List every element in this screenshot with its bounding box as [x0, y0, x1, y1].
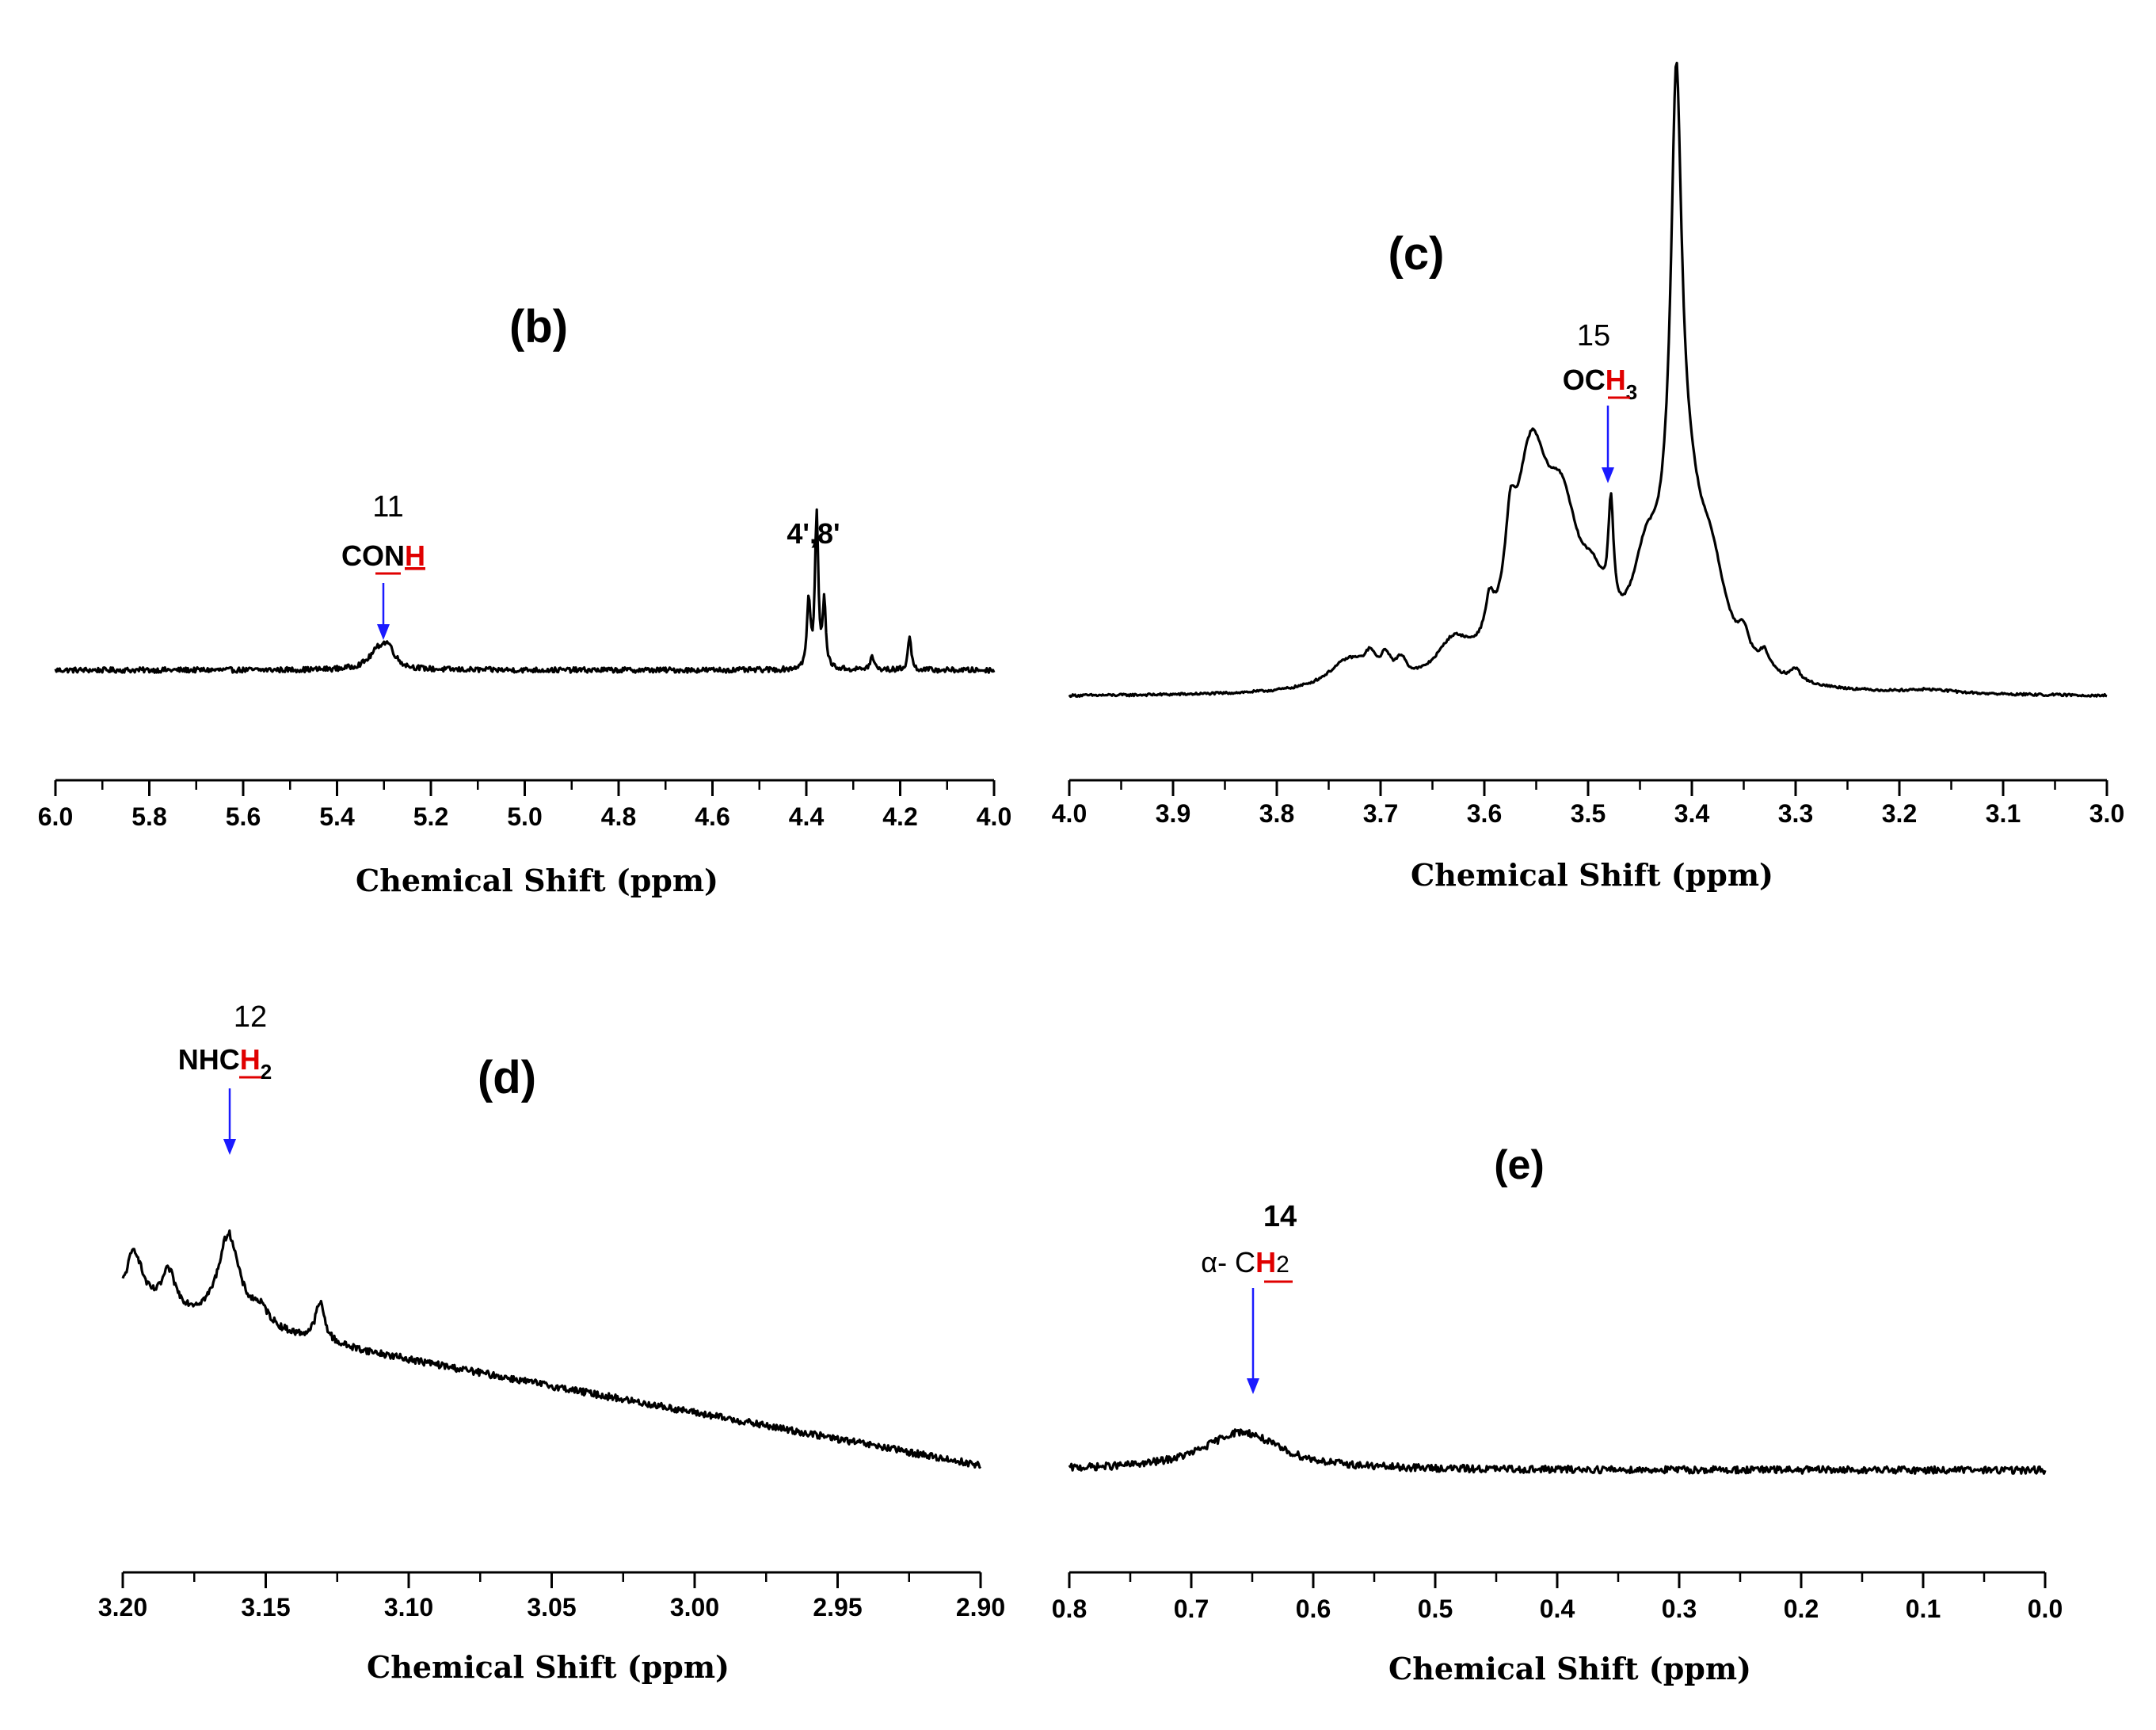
- panel-d: 3.20 3.15 3.10 3.05 3.00 2.95 2.90 Chemical Sh…: [98, 1000, 1005, 1685]
- x-tick-label-c-4: 3.6: [1467, 799, 1502, 828]
- arrow-head-conh: [377, 624, 390, 640]
- annotation-number-11: 11: [372, 490, 403, 524]
- x-tick-label-e-8: 0.0: [2028, 1595, 2063, 1623]
- panel-e: 0.8 0.7 0.6 0.5 0.4 0.3 0.2 0.1 0.0 Chemical Shi…: [1052, 1142, 2063, 1686]
- annotation-alpha-ch2: 14 α- CH2: [1201, 1200, 1297, 1394]
- x-tick-label-e-3: 0.5: [1418, 1595, 1453, 1623]
- annotation-prefix-och3: OC: [1563, 364, 1606, 396]
- x-tick-label-b-8: 4.4: [789, 802, 825, 831]
- annotation-och3: 15 OCH3: [1563, 319, 1637, 483]
- arrow-head-nhch2: [223, 1139, 236, 1155]
- x-axis-b: 6.0 5.8 5.6 5.4 5.2 5.0 4.8 4.6 4.4 4.2 4.0: [38, 779, 1011, 831]
- x-tick-label-d-2: 3.10: [384, 1593, 433, 1621]
- x-tick-label-c-7: 3.3: [1778, 799, 1813, 828]
- x-tick-label-d-5: 2.95: [813, 1593, 862, 1621]
- x-axis-title-d: Chemical Shift (ppm): [367, 1649, 729, 1685]
- spectrum-trace-c: [1068, 61, 2108, 699]
- x-tick-label-c-10: 3.0: [2089, 799, 2124, 828]
- x-tick-label-b-10: 4.0: [977, 802, 1011, 831]
- x-axis-title-e: Chemical Shift (ppm): [1388, 1651, 1751, 1686]
- panel-label-b: (b): [509, 301, 568, 352]
- panel-b: 6.0 5.8 5.6 5.4 5.2 5.0 4.8 4.6 4.4 4.2 4.0 Chemic…: [38, 301, 1011, 898]
- annotation-subscript-alpha-ch2: 2: [1276, 1252, 1289, 1278]
- panel-c: 4.0 3.9 3.8 3.7 3.6 3.5 3.4 3.3 3.2 3.1 3.0 Chemic…: [1052, 61, 2124, 893]
- x-tick-label-c-5: 3.5: [1571, 799, 1606, 828]
- annotation-highlight-h-och3: H: [1606, 364, 1626, 396]
- annotation-prefix-nhch2: NHC: [178, 1043, 240, 1076]
- x-axis-d: 3.20 3.15 3.10 3.05 3.00 2.95 2.90: [98, 1571, 1005, 1621]
- annotation-subscript-nhch2: 2: [261, 1060, 272, 1084]
- x-tick-label-e-6: 0.2: [1784, 1595, 1819, 1623]
- x-tick-label-e-5: 0.3: [1662, 1595, 1697, 1623]
- x-tick-label-c-6: 3.4: [1674, 799, 1710, 828]
- x-tick-label-b-5: 5.0: [507, 802, 542, 831]
- x-tick-label-d-6: 2.90: [956, 1593, 1005, 1621]
- x-tick-label-b-6: 4.8: [601, 802, 636, 831]
- x-tick-label-e-0: 0.8: [1052, 1595, 1087, 1623]
- x-tick-label-b-1: 5.8: [131, 802, 166, 831]
- annotation-label-4-8: 4',8': [787, 517, 840, 550]
- x-tick-label-c-2: 3.8: [1259, 799, 1294, 828]
- x-axis-c: 4.0 3.9 3.8 3.7 3.6 3.5 3.4 3.3 3.2 3.1 3.0: [1052, 779, 2124, 828]
- annotation-label-alpha-ch2: α- CH2: [1201, 1246, 1289, 1278]
- annotation-highlight-h-conh: H: [405, 539, 425, 572]
- x-tick-label-b-7: 4.6: [695, 802, 729, 831]
- annotation-prefix-conh: CON: [341, 539, 405, 572]
- arrow-head-alpha-ch2: [1247, 1378, 1259, 1394]
- annotation-prefix-alpha-ch2: α- C: [1201, 1246, 1255, 1278]
- annotation-highlight-h-nhch2: H: [240, 1043, 261, 1076]
- x-tick-label-c-1: 3.9: [1156, 799, 1190, 828]
- x-tick-label-d-3: 3.05: [527, 1593, 576, 1621]
- annotation-nhch2: 12 NHCH2: [178, 1000, 272, 1155]
- x-axis-e: 0.8 0.7 0.6 0.5 0.4 0.3 0.2 0.1 0.0: [1052, 1571, 2063, 1623]
- annotation-label-och3: OCH3: [1563, 364, 1637, 404]
- x-tick-label-b-0: 6.0: [38, 802, 73, 831]
- annotation-subscript-och3: 3: [1626, 380, 1637, 404]
- annotation-label-nhch2: NHCH2: [178, 1043, 272, 1084]
- x-axis-title-c: Chemical Shift (ppm): [1411, 857, 1773, 893]
- annotation-number-12: 12: [234, 1000, 267, 1034]
- spectrum-trace-e: [1068, 1428, 2047, 1475]
- x-tick-label-e-4: 0.4: [1540, 1595, 1575, 1623]
- x-tick-label-e-1: 0.7: [1174, 1595, 1209, 1623]
- annotation-label-conh: CONH: [341, 539, 425, 572]
- spectrum-trace-b: [54, 508, 996, 674]
- annotation-number-14: 14: [1263, 1200, 1297, 1233]
- arrow-head-och3: [1602, 467, 1614, 483]
- annotation-conh: 11 CONH: [341, 490, 425, 640]
- x-tick-label-d-0: 3.20: [98, 1593, 147, 1621]
- x-tick-label-e-2: 0.6: [1296, 1595, 1331, 1623]
- x-tick-label-c-3: 3.7: [1363, 799, 1398, 828]
- x-tick-label-b-2: 5.6: [226, 802, 261, 831]
- annotation-highlight-h-alpha-ch2: H: [1255, 1246, 1276, 1278]
- x-tick-label-b-9: 4.2: [882, 802, 917, 831]
- panel-label-e: (e): [1494, 1142, 1545, 1188]
- x-tick-label-d-1: 3.15: [241, 1593, 290, 1621]
- x-tick-label-b-3: 5.4: [319, 802, 355, 831]
- x-axis-title-b: Chemical Shift (ppm): [356, 863, 718, 898]
- x-tick-label-c-0: 4.0: [1052, 799, 1087, 828]
- x-tick-label-c-9: 3.1: [1986, 799, 2021, 828]
- panel-label-d: (d): [478, 1052, 536, 1103]
- annotation-number-15: 15: [1577, 319, 1610, 352]
- x-tick-label-e-7: 0.1: [1906, 1595, 1941, 1623]
- x-tick-label-c-8: 3.2: [1882, 799, 1917, 828]
- spectrum-trace-d: [121, 1229, 982, 1469]
- x-tick-label-d-4: 3.00: [670, 1593, 719, 1621]
- panel-label-c: (c): [1388, 228, 1445, 280]
- x-tick-label-b-4: 5.2: [413, 802, 448, 831]
